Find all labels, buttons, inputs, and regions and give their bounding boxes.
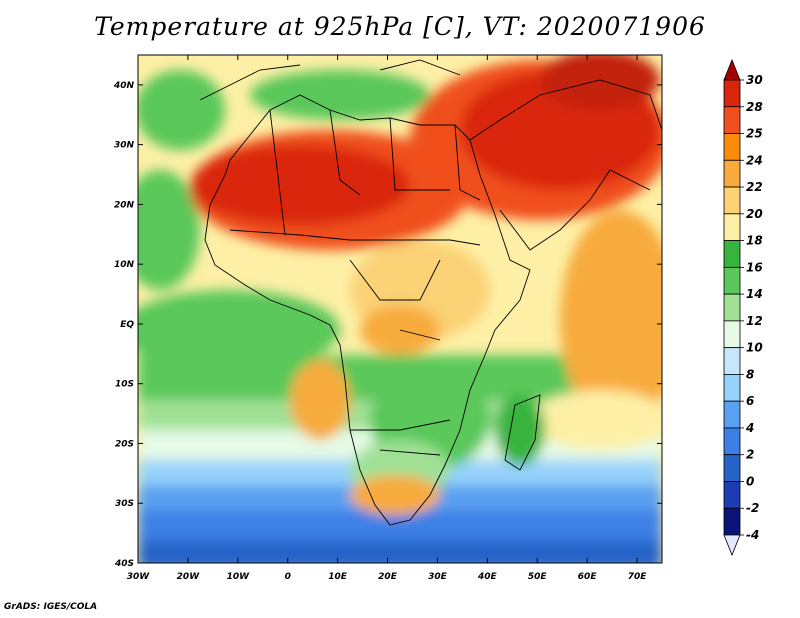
lon-tick-label: 30W bbox=[127, 572, 151, 582]
lat-tick-label: 40N bbox=[113, 81, 135, 91]
coastlines bbox=[199, 59, 662, 526]
colorbar-label: 28 bbox=[746, 100, 763, 114]
colorbar-box bbox=[723, 427, 741, 456]
colorbar-label: 12 bbox=[746, 314, 763, 328]
colorbar-bottom-arrow bbox=[723, 534, 741, 557]
colorbar-label: 8 bbox=[746, 367, 754, 381]
colorbar-box bbox=[723, 106, 741, 134]
latitude-axis: 40N 30N 20N 10N EQ 10S 20S 30S 40S bbox=[113, 81, 662, 569]
colorbar-box bbox=[723, 320, 741, 349]
colorbar-label: 25 bbox=[746, 127, 763, 141]
lat-tick-label: 20N bbox=[114, 200, 135, 210]
colorbar-label: 24 bbox=[746, 153, 763, 167]
colorbar-label: 22 bbox=[746, 180, 763, 194]
colorbar-label: 10 bbox=[746, 341, 763, 355]
lon-tick-label: 50E bbox=[528, 572, 548, 582]
colorbar-box bbox=[723, 213, 741, 241]
colorbar-box bbox=[723, 454, 741, 482]
colorbar-box bbox=[723, 240, 741, 268]
colorbar-box bbox=[723, 79, 741, 108]
lon-tick-label: 20W bbox=[177, 572, 201, 582]
lon-tick-label: 60E bbox=[578, 572, 598, 582]
lon-tick-label: 10E bbox=[328, 572, 348, 582]
lon-tick-label: 40E bbox=[477, 572, 498, 582]
lon-tick-label: 0 bbox=[285, 572, 291, 582]
colorbar-label: 18 bbox=[746, 234, 763, 248]
lat-tick-label: 30S bbox=[115, 499, 134, 509]
colorbar-box bbox=[723, 133, 741, 161]
colorbar-box bbox=[723, 159, 741, 188]
footer-credit: GrADS: IGES/COLA bbox=[4, 602, 98, 612]
chart-title: Temperature at 925hPa [C], VT: 202007190… bbox=[94, 12, 706, 41]
colorbar-box bbox=[723, 347, 741, 375]
lat-tick-label: 20S bbox=[115, 439, 134, 449]
lon-tick-label: 70E bbox=[628, 572, 648, 582]
colorbar-label: 0 bbox=[746, 474, 754, 488]
colorbar-label: 6 bbox=[746, 394, 754, 408]
colorbar-box bbox=[723, 481, 741, 509]
colorbar-label: -2 bbox=[746, 501, 759, 515]
colorbar-box bbox=[723, 374, 741, 402]
longitude-axis: 30W 20W 10W 0 10E 20E 30E 40E 50E 60E 70E bbox=[127, 55, 647, 582]
colorbar-box bbox=[723, 293, 741, 322]
colorbar-label: -4 bbox=[746, 528, 759, 542]
colorbar-label: 20 bbox=[746, 207, 763, 221]
map-frame bbox=[137, 54, 663, 564]
colorbar-label: 4 bbox=[745, 421, 754, 435]
colorbar-label: 2 bbox=[746, 448, 754, 462]
colorbar-label: 16 bbox=[746, 260, 763, 274]
colorbar-box bbox=[723, 507, 741, 536]
lon-tick-label: 20E bbox=[378, 572, 398, 582]
colorbar-box bbox=[723, 266, 741, 295]
lat-tick-label: 10S bbox=[115, 380, 134, 390]
lat-tick-label: 30N bbox=[114, 141, 135, 151]
map-field bbox=[138, 55, 662, 563]
colorbar-top-arrow bbox=[723, 58, 741, 81]
lat-tick-label: EQ bbox=[120, 320, 134, 330]
colorbar-label: 30 bbox=[746, 73, 763, 87]
lat-tick-label: 10N bbox=[114, 260, 135, 270]
lon-tick-label: 30E bbox=[428, 572, 448, 582]
colorbar-box bbox=[723, 400, 741, 429]
lat-tick-label: 40S bbox=[114, 559, 134, 569]
lon-tick-label: 10W bbox=[227, 572, 251, 582]
colorbar-box bbox=[723, 186, 741, 215]
colorbar-label: 14 bbox=[746, 287, 763, 301]
